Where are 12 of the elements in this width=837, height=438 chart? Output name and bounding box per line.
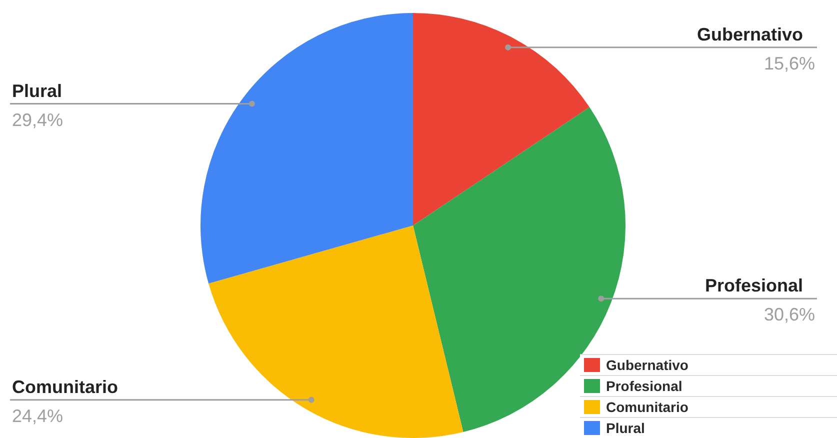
data-label: 29,4% [12, 110, 64, 130]
slice-label: Comunitario [12, 376, 118, 397]
slice-label: Plural [12, 80, 62, 101]
data-label: 24,4% [12, 406, 64, 426]
legend-label: Gubernativo [606, 356, 688, 375]
legend-label: Profesional [606, 377, 682, 396]
slice-label: Profesional [704, 276, 803, 296]
data-label: 15,6% [764, 53, 815, 74]
slice-label: Gubernativo [696, 24, 804, 44]
data-label: 30,6% [764, 304, 815, 325]
legend-label: Comunitario [606, 398, 688, 417]
legend-label: Plural [606, 419, 645, 438]
